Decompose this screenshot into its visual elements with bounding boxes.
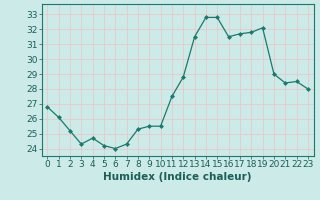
X-axis label: Humidex (Indice chaleur): Humidex (Indice chaleur) — [103, 172, 252, 182]
